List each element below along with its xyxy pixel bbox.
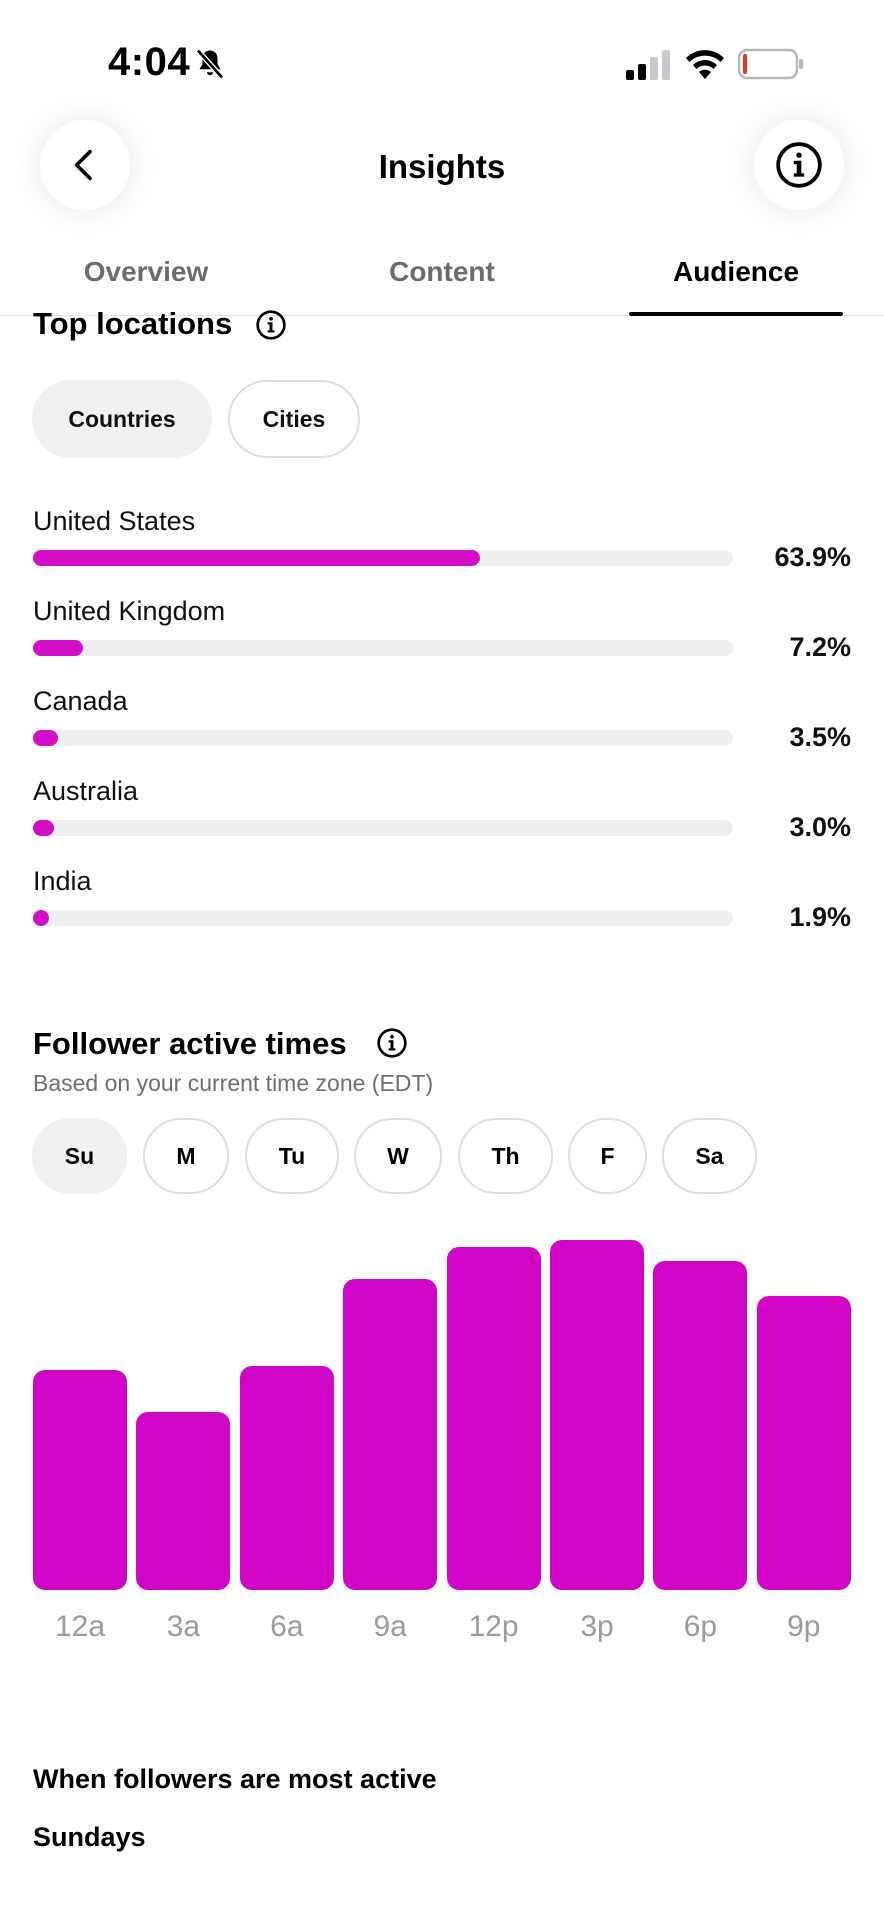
battery-low-icon <box>738 48 803 80</box>
location-percent: 7.2% <box>789 632 851 662</box>
chart-tick-label: 12a <box>54 1610 106 1643</box>
chart-bar-3p <box>550 1240 644 1590</box>
day-friday[interactable]: F <box>568 1118 647 1194</box>
location-bar-fill <box>33 640 84 656</box>
location-percent: 1.9% <box>789 902 851 932</box>
location-bar-fill <box>33 730 58 746</box>
day-wednesday[interactable]: W <box>354 1118 442 1194</box>
day-thursday[interactable]: Th <box>458 1118 553 1194</box>
location-row: United Kingdom 7.2% <box>33 596 851 676</box>
day-sunday[interactable]: Su <box>32 1118 127 1194</box>
day-label: F <box>600 1142 615 1169</box>
day-label: W <box>387 1142 409 1169</box>
chart-bar-12a <box>33 1369 127 1590</box>
page-title: Insights <box>378 148 506 185</box>
location-percent: 63.9% <box>774 542 851 572</box>
tab-bar: Overview Content Audience <box>0 250 884 316</box>
day-label: M <box>176 1142 196 1169</box>
location-bar-track <box>33 910 733 926</box>
location-bar-fill <box>33 910 49 926</box>
header: Insights <box>0 120 884 240</box>
location-percent: 3.0% <box>789 812 851 842</box>
location-percent: 3.5% <box>789 722 851 752</box>
back-button[interactable] <box>40 120 130 210</box>
tab-content[interactable]: Content <box>344 256 540 316</box>
chart-tick-label: 9a <box>373 1610 407 1643</box>
filter-cities-label: Cities <box>262 405 326 432</box>
location-name: United States <box>33 506 196 536</box>
day-tuesday[interactable]: Tu <box>245 1118 339 1194</box>
location-name: Australia <box>33 776 139 806</box>
activity-bar-chart: 12a 3a 6a 9a 12p 3p 6p 9p <box>33 1240 851 1700</box>
tab-audience[interactable]: Audience <box>629 256 843 316</box>
day-label: Th <box>491 1142 520 1169</box>
tab-audience-label: Audience <box>672 256 800 287</box>
cellular-signal-icon <box>626 50 670 80</box>
day-saturday[interactable]: Sa <box>662 1118 757 1194</box>
day-label: Sa <box>695 1142 724 1169</box>
day-monday[interactable]: M <box>143 1118 229 1194</box>
chart-bar-12p <box>446 1247 541 1590</box>
day-label: Su <box>64 1142 95 1169</box>
location-row: United States 63.9% <box>33 506 851 586</box>
location-name: India <box>33 866 92 896</box>
chart-tick-label: 3a <box>166 1610 201 1643</box>
chart-bar-6a <box>239 1366 334 1590</box>
top-locations-info-icon[interactable] <box>255 309 287 341</box>
filter-countries-label: Countries <box>68 405 176 432</box>
chart-bar-9a <box>343 1278 438 1590</box>
active-times-subtitle: Based on your current time zone (EDT) <box>33 1070 434 1096</box>
filter-countries[interactable]: Countries <box>32 380 212 458</box>
location-bar-track <box>33 550 733 566</box>
bell-slash-icon <box>196 48 224 80</box>
chart-bar-3a <box>136 1411 231 1590</box>
location-bar-track <box>33 640 733 656</box>
chart-tick-label: 12p <box>468 1610 519 1643</box>
tab-content-label: Content <box>389 256 495 287</box>
location-bar-track <box>33 730 733 746</box>
tab-overview-label: Overview <box>83 256 209 287</box>
chart-tick-label: 3p <box>580 1610 614 1643</box>
location-row: India 1.9% <box>33 866 851 946</box>
most-active-label: When followers are most active <box>33 1764 437 1794</box>
chart-bar-9p <box>756 1296 851 1590</box>
wifi-icon <box>686 50 724 79</box>
chart-bar-6p <box>653 1261 748 1590</box>
location-bar-track <box>33 820 733 836</box>
active-times-title: Follower active times <box>33 1026 347 1061</box>
location-row: Canada 3.5% <box>33 686 851 766</box>
chart-tick-label: 6a <box>270 1610 304 1643</box>
chart-tick-label: 9p <box>787 1610 821 1643</box>
info-button[interactable] <box>754 120 844 210</box>
filter-cities[interactable]: Cities <box>228 380 360 458</box>
active-times-info-icon[interactable] <box>376 1027 408 1059</box>
location-bar-fill <box>33 820 54 836</box>
info-icon <box>776 142 822 188</box>
location-name: United Kingdom <box>33 596 226 626</box>
tab-overview[interactable]: Overview <box>48 256 244 316</box>
chevron-left-icon <box>74 149 92 181</box>
location-name: Canada <box>33 686 128 716</box>
top-locations-title: Top locations <box>33 306 233 341</box>
location-row: Australia 3.0% <box>33 776 851 856</box>
status-bar: 4:04 <box>0 0 884 120</box>
status-time: 4:04 <box>108 40 191 84</box>
location-bar-fill <box>33 550 481 566</box>
chart-tick-label: 6p <box>683 1610 718 1643</box>
day-label: Tu <box>278 1142 306 1169</box>
most-active-value: Sundays <box>33 1822 146 1852</box>
